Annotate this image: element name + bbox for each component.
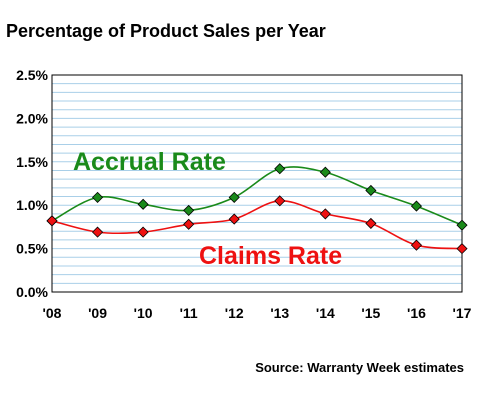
data-point-claims — [137, 226, 149, 238]
data-point-accrual — [319, 166, 331, 178]
data-point-accrual — [456, 219, 468, 231]
data-point-accrual — [91, 191, 104, 203]
x-axis-ticks: '08 '09 '10 '11 '12 '13 '14 '15 '16 '17 — [43, 305, 472, 321]
data-point-accrual — [365, 184, 377, 197]
data-point-claims — [228, 213, 240, 225]
data-point-claims — [274, 195, 286, 207]
x-tick-label: '09 — [88, 305, 107, 321]
series-group — [46, 163, 468, 255]
data-point-claims — [46, 215, 58, 227]
data-point-claims — [319, 208, 331, 220]
x-tick-label: '14 — [316, 305, 335, 321]
x-tick-label: '12 — [225, 305, 244, 321]
x-tick-label: '11 — [180, 305, 198, 321]
gridlines — [52, 83, 462, 284]
chart-title: Percentage of Product Sales per Year — [6, 21, 326, 41]
data-point-accrual — [228, 191, 240, 203]
y-tick-label: 2.5% — [16, 67, 48, 83]
series-line-accrual — [51, 166, 463, 226]
series-label-claims: Claims Rate — [199, 242, 342, 270]
data-point-claims — [410, 239, 423, 251]
x-tick-label: '15 — [361, 305, 380, 321]
y-tick-label: 0.5% — [16, 241, 48, 257]
data-point-accrual — [137, 198, 149, 210]
source-note: Source: Warranty Week estimates — [255, 360, 464, 375]
y-tick-label: 0.0% — [16, 284, 48, 300]
y-axis-ticks: 0.0% 0.5% 1.0% 1.5% 2.0% 2.5% — [16, 67, 48, 300]
data-point-claims — [456, 243, 468, 255]
data-point-accrual — [183, 204, 195, 216]
data-point-accrual — [274, 163, 286, 175]
series-line-claims — [51, 200, 463, 250]
x-tick-label: '13 — [270, 305, 289, 321]
x-tick-label: '16 — [407, 305, 426, 321]
data-point-claims — [183, 218, 195, 230]
series-label-accrual: Accrual Rate — [73, 148, 226, 176]
y-tick-label: 2.0% — [16, 110, 48, 126]
data-point-claims — [91, 226, 104, 238]
x-tick-label: '10 — [134, 305, 153, 321]
x-tick-label: '17 — [453, 305, 472, 321]
data-point-claims — [365, 217, 377, 229]
y-tick-label: 1.5% — [16, 154, 48, 170]
y-tick-label: 1.0% — [16, 197, 48, 213]
data-point-accrual — [410, 200, 423, 212]
x-tick-label: '08 — [43, 305, 62, 321]
plot-area-border — [51, 74, 463, 293]
